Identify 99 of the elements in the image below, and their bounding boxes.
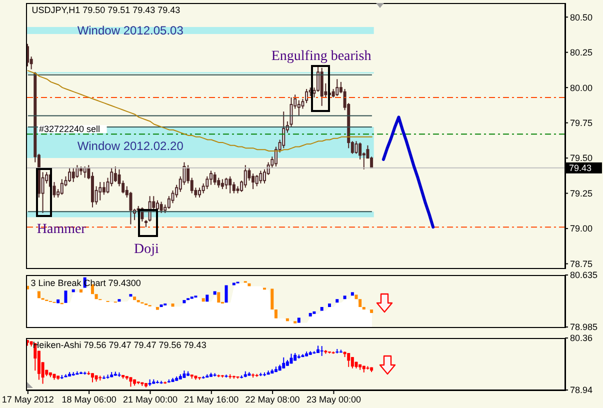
bar bbox=[94, 294, 98, 300]
bar bbox=[213, 291, 216, 295]
candlestick bbox=[52, 182, 56, 198]
candlestick bbox=[213, 172, 216, 186]
candlestick bbox=[167, 196, 170, 210]
y-tick-label: 79.75 bbox=[570, 118, 593, 128]
x-tick-label: 17 May 2012 bbox=[2, 394, 54, 404]
candlestick bbox=[255, 174, 258, 187]
bar bbox=[336, 299, 339, 303]
bar bbox=[217, 292, 220, 303]
bar bbox=[206, 294, 209, 302]
annotation: Doji bbox=[134, 242, 159, 258]
candlestick bbox=[98, 182, 102, 201]
candlestick bbox=[282, 111, 286, 149]
bar bbox=[270, 288, 274, 310]
candlestick bbox=[72, 167, 75, 183]
y-tick-label: 79.25 bbox=[570, 188, 593, 198]
bar bbox=[370, 310, 374, 313]
bar bbox=[224, 285, 228, 303]
bar bbox=[160, 304, 163, 307]
bar bbox=[64, 290, 68, 303]
candlestick bbox=[336, 78, 339, 97]
candlestick bbox=[354, 140, 358, 154]
bar bbox=[56, 299, 60, 304]
candlestick bbox=[305, 88, 308, 104]
bar bbox=[133, 296, 136, 300]
candlestick bbox=[320, 346, 324, 356]
bar bbox=[156, 306, 159, 310]
bar bbox=[308, 312, 312, 316]
y-tick-label: 80.00 bbox=[570, 82, 593, 93]
x-tick-label: 18 May 06:00 bbox=[62, 394, 116, 404]
annotation: Hammer bbox=[36, 222, 86, 238]
bar bbox=[171, 304, 174, 307]
bar bbox=[37, 291, 40, 298]
bar bbox=[80, 289, 83, 292]
x-tick-label: 21 May 00:00 bbox=[122, 394, 178, 404]
y-tick-label: 80.25 bbox=[570, 48, 593, 58]
y-tick-label: 79.50 bbox=[570, 153, 593, 164]
candlestick bbox=[228, 176, 232, 194]
bar bbox=[312, 311, 316, 314]
bar bbox=[343, 296, 346, 300]
x-tick-label: 23 May 00:00 bbox=[306, 394, 361, 404]
bar bbox=[182, 300, 186, 304]
bar bbox=[358, 299, 362, 307]
bar bbox=[354, 294, 358, 300]
candlestick bbox=[220, 178, 224, 190]
y-tick-label: 79.00 bbox=[570, 224, 593, 234]
y-tick-label: 80.50 bbox=[570, 12, 593, 22]
y-tick-label: 78.985 bbox=[570, 322, 598, 332]
candlestick bbox=[297, 100, 300, 116]
candlestick bbox=[252, 173, 255, 190]
candlestick bbox=[320, 67, 324, 106]
candlestick bbox=[244, 164, 247, 188]
bar bbox=[350, 292, 354, 296]
candlestick bbox=[160, 201, 163, 214]
x-tick-label: 21 May 16:00 bbox=[184, 394, 239, 404]
ref-line-label: 79.43 bbox=[569, 163, 592, 174]
bar bbox=[328, 304, 331, 307]
candlestick bbox=[129, 376, 132, 388]
y-tick-label: 78.94 bbox=[570, 385, 593, 396]
candlestick bbox=[248, 167, 251, 182]
y-tick-label: 80.36 bbox=[570, 333, 593, 344]
candlestick bbox=[259, 170, 262, 184]
y-tick-label: 78.75 bbox=[570, 258, 593, 269]
bar bbox=[202, 298, 205, 302]
candlestick bbox=[68, 167, 72, 183]
bar bbox=[362, 306, 366, 310]
bar bbox=[232, 282, 236, 286]
candlestick bbox=[232, 182, 236, 194]
candlestick bbox=[282, 356, 286, 369]
candlestick bbox=[316, 66, 320, 92]
line-series bbox=[382, 116, 435, 229]
bar bbox=[320, 306, 324, 311]
candlestick bbox=[274, 146, 278, 168]
chart-title: USDJPY,H1 79.50 79.51 79.43 79.43 bbox=[32, 5, 180, 15]
bar bbox=[118, 299, 121, 302]
candlestick bbox=[206, 176, 209, 190]
candlestick bbox=[358, 142, 362, 160]
candlestick bbox=[90, 372, 94, 383]
band-label: Window 2012.05.03 bbox=[77, 24, 184, 38]
bar bbox=[274, 310, 278, 318]
candlestick bbox=[60, 178, 64, 196]
candlestick bbox=[347, 352, 350, 368]
band-label: Window 2012.02.20 bbox=[77, 138, 184, 153]
candlestick bbox=[114, 166, 117, 183]
ref-line-label: #32722240 sell bbox=[39, 124, 100, 134]
candlestick bbox=[198, 187, 202, 198]
candlestick bbox=[102, 182, 106, 196]
bar bbox=[129, 294, 132, 297]
bar bbox=[297, 318, 300, 323]
candlestick bbox=[263, 168, 266, 184]
annotation: Engulfing bearish bbox=[271, 49, 372, 66]
candlestick bbox=[209, 170, 212, 186]
x-tick-label: 22 May 08:00 bbox=[245, 394, 300, 404]
candlestick bbox=[224, 177, 228, 190]
candlestick bbox=[350, 356, 354, 369]
candlestick bbox=[290, 96, 293, 128]
y-tick-label: 80.635 bbox=[570, 270, 598, 280]
candlestick bbox=[76, 164, 79, 178]
